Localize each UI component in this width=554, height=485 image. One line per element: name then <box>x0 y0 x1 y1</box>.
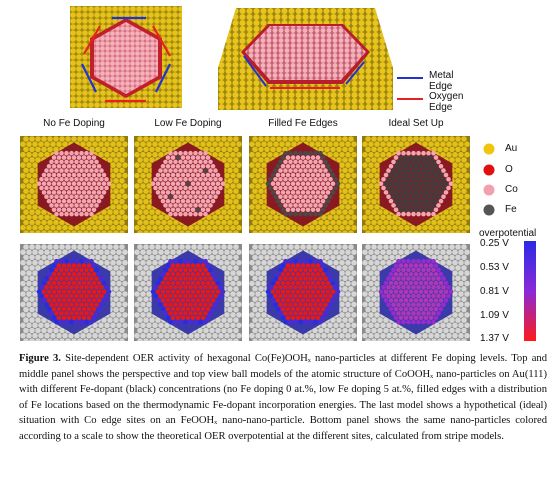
overpotential-map-low-fe <box>134 244 242 341</box>
column-label-low-fe: Low Fe Doping <box>154 118 222 129</box>
figure-caption-label: Figure 3. <box>19 353 61 364</box>
o-label: O <box>505 164 513 175</box>
top-view-model-ideal <box>362 136 470 233</box>
top-view-model-filled-fe <box>249 136 357 233</box>
top-view-model-low-fe <box>134 136 242 233</box>
colorbar-tick-2: 0.81 V <box>480 286 509 297</box>
fe-dot <box>483 204 495 216</box>
co-dot <box>483 184 495 196</box>
co-label: Co <box>505 184 518 195</box>
column-label-filled-fe: Filled Fe Edges <box>268 118 338 129</box>
top-view-model-image <box>70 6 182 108</box>
overpotential-map-ideal <box>362 244 470 341</box>
colorbar-tick-3: 1.09 V <box>480 310 509 321</box>
colorbar-tick-0: 0.25 V <box>480 238 509 249</box>
au-label: Au <box>505 143 518 154</box>
perspective-model-image <box>218 8 393 110</box>
figure-caption-text: Site-dependent OER activity of hexagonal… <box>19 353 547 442</box>
figure-caption: Figure 3. Site-dependent OER activity of… <box>19 351 547 445</box>
column-label-ideal: Ideal Set Up <box>388 118 444 129</box>
colorbar-tick-1: 0.53 V <box>480 262 509 273</box>
overpotential-map-no-fe <box>20 244 128 341</box>
o-dot <box>483 164 495 176</box>
fe-label: Fe <box>505 204 517 215</box>
colorbar-title: overpotential <box>479 228 537 239</box>
overpotential-map-filled-fe <box>249 244 357 341</box>
oxygen-edge-legend-line <box>397 98 423 100</box>
metal-edge-label: Metal Edge <box>429 70 454 92</box>
column-label-no-fe: No Fe Doping <box>43 118 105 129</box>
oxygen-edge-label: Oxygen Edge <box>429 91 464 113</box>
colorbar-gradient <box>524 241 536 341</box>
metal-edge-legend-line <box>397 77 423 79</box>
au-dot <box>483 143 495 155</box>
top-view-model-no-fe <box>20 136 128 233</box>
colorbar-tick-4: 1.37 V <box>480 333 509 344</box>
